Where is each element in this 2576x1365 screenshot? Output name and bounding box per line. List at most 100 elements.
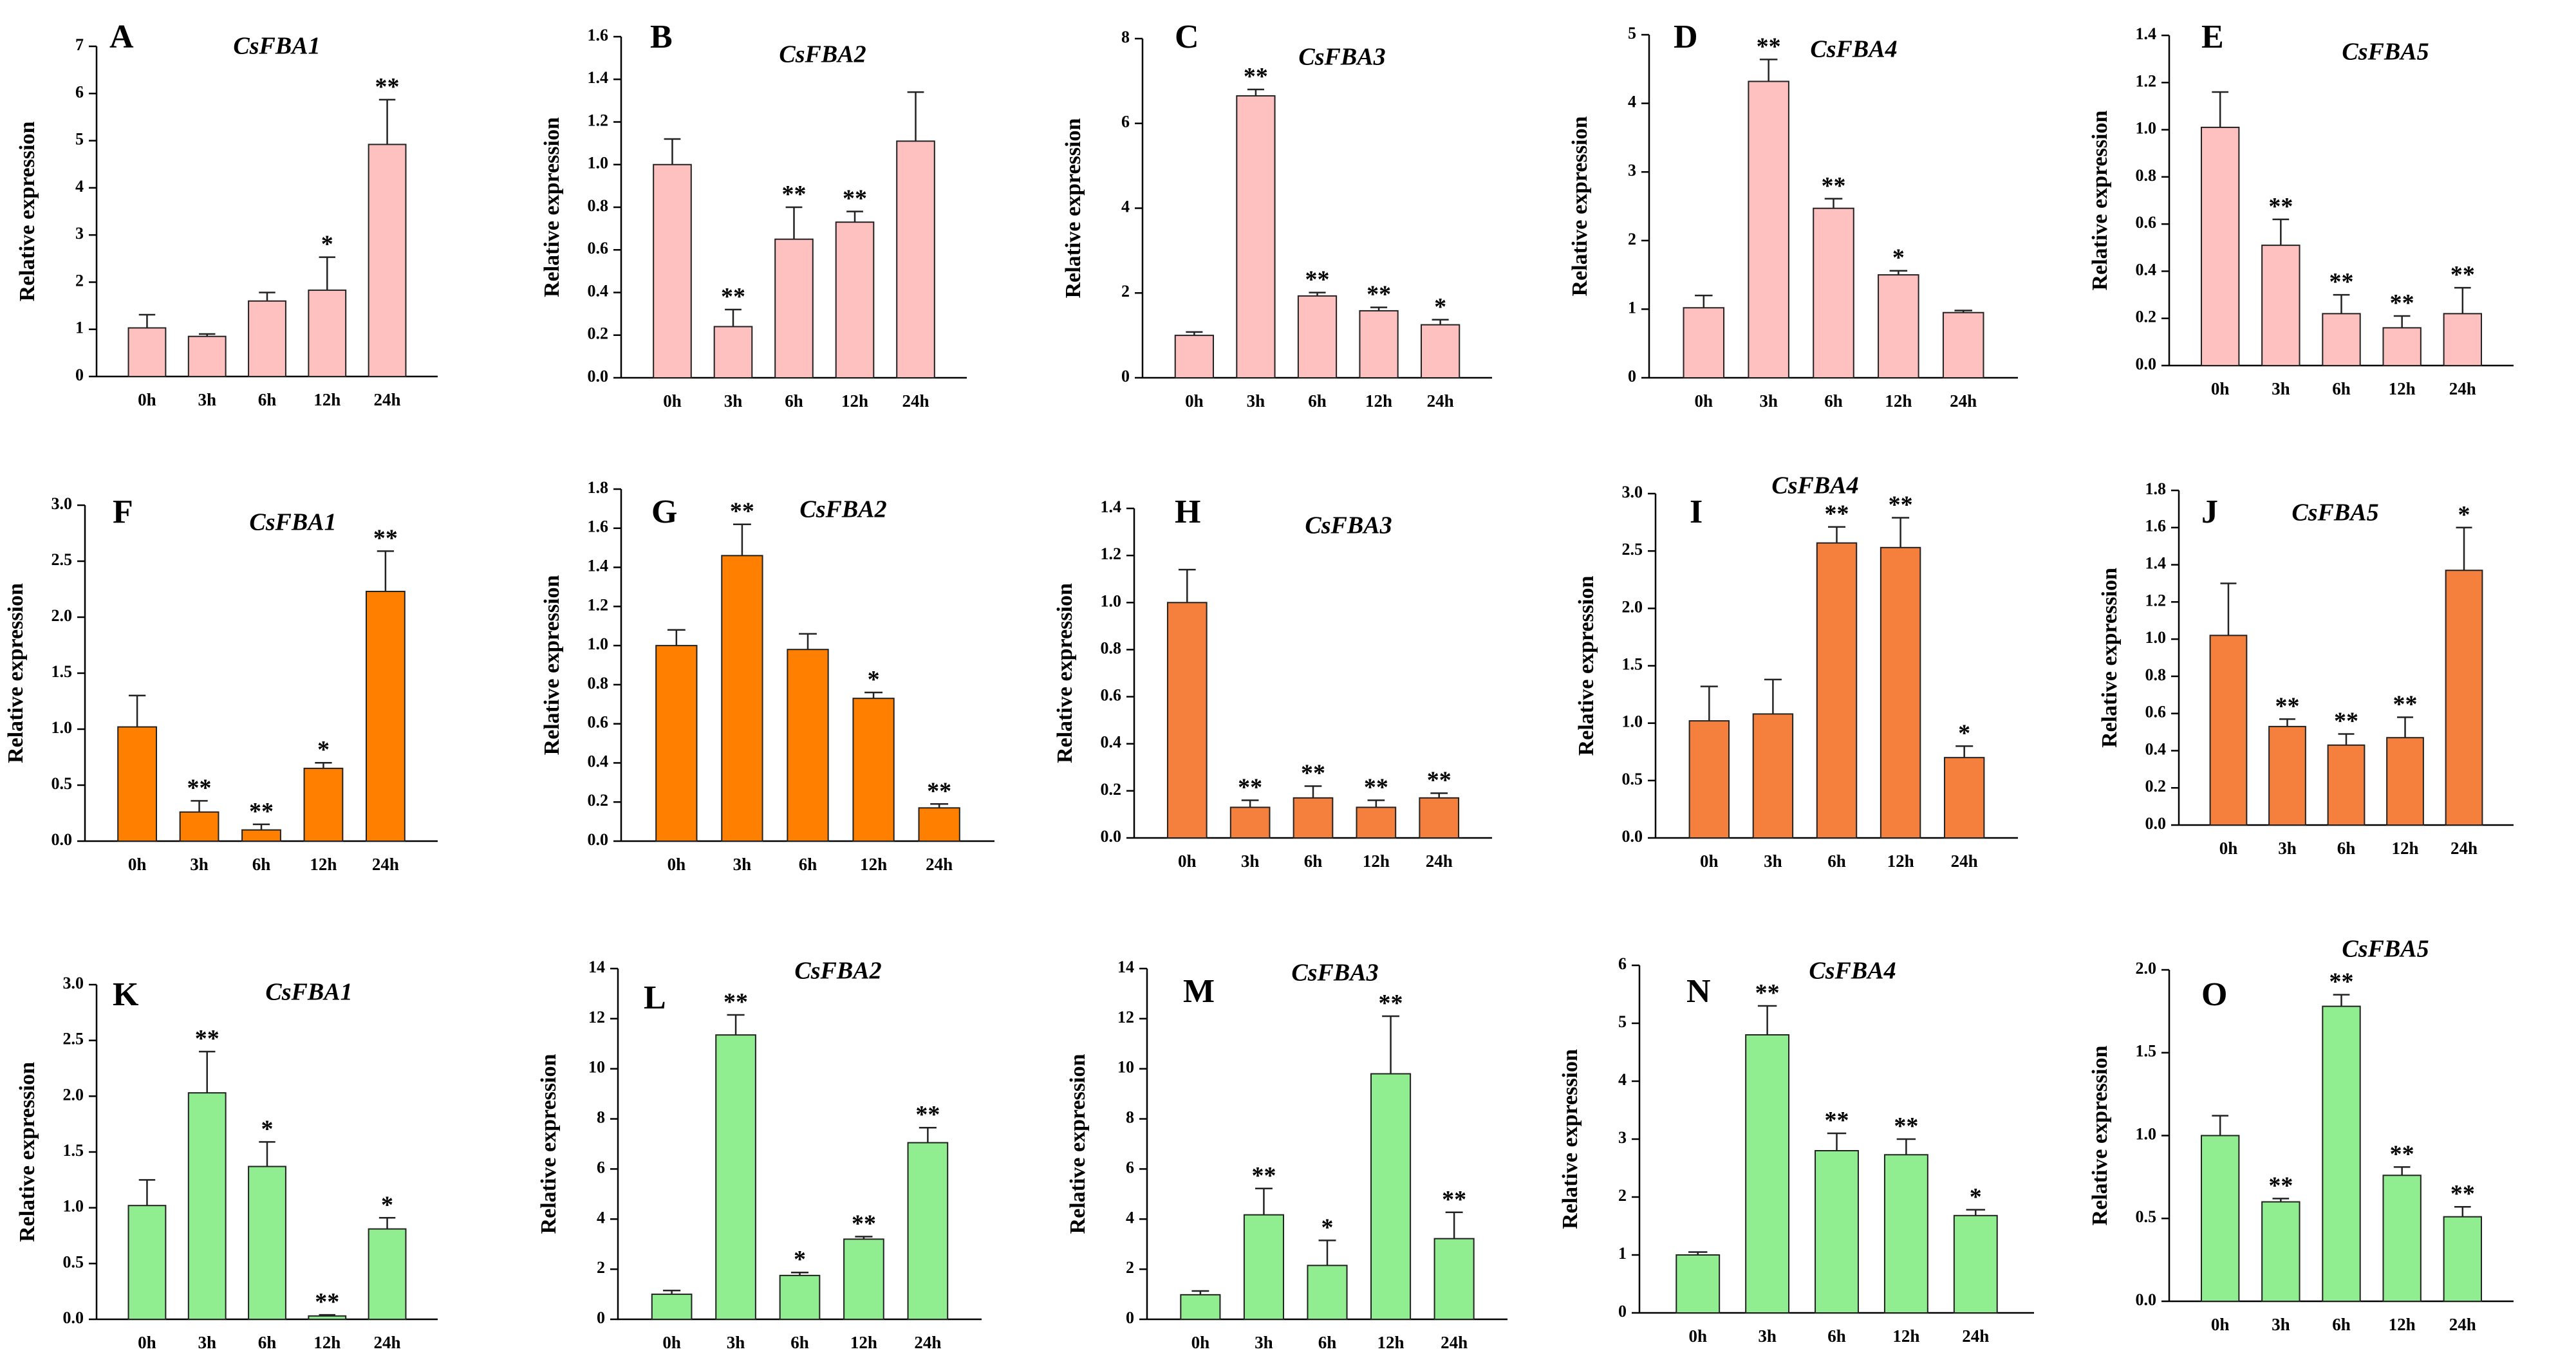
bar-0h (1180, 1294, 1221, 1320)
bar-6h (1813, 207, 1854, 378)
y-tick-label: 0.6 (2145, 703, 2167, 721)
bar-6h (779, 1274, 821, 1320)
x-tick-label: 3h (1247, 391, 1265, 411)
panel-title: CsFBA2 (799, 496, 886, 523)
significance-marker: ** (1244, 63, 1268, 90)
panel-title: CsFBA4 (1810, 36, 1897, 63)
x-tick-label: 12h (313, 1333, 341, 1352)
panel-g: G CsFBA2 Relative expression 0.0 0.2 0.4 0.6 0.… (540, 478, 994, 874)
x-tick-label: 0h (663, 391, 682, 411)
panel-letter: E (2201, 19, 2224, 55)
significance-marker: ** (843, 185, 867, 212)
bar-12h (308, 1315, 347, 1321)
y-tick-label: 1.2 (588, 595, 609, 614)
x-tick-label: 3h (1241, 851, 1260, 871)
x-tick-label: 0h (1191, 1333, 1210, 1352)
bar-24h (1953, 1214, 1998, 1314)
x-tick-label: 12h (1892, 1326, 1919, 1346)
bar-12h (1878, 274, 1919, 378)
y-tick-label: 0.0 (588, 830, 609, 849)
y-tick-label: 2.0 (2136, 959, 2157, 978)
y-tick-label: 0.8 (1101, 638, 1122, 657)
x-tick-label: 12h (1885, 391, 1912, 411)
significance-marker: ** (2329, 969, 2354, 996)
y-tick-label: 0.2 (1101, 780, 1122, 799)
y-tick-label: 1 (1618, 1244, 1627, 1263)
y-tick-label: 0.8 (588, 196, 609, 215)
significance-marker: ** (1379, 990, 1403, 1017)
x-tick-label: 24h (374, 390, 401, 409)
y-axis-label: Relative expression (1574, 575, 1598, 756)
significance-marker: ** (373, 525, 398, 552)
panel-c: C CsFBA3 Relative expression 0 2 4 6 8 0h ** 3h ** 6… (1061, 19, 1492, 411)
y-tick-label: 1.4 (2145, 554, 2167, 573)
x-tick-label: 12h (1887, 851, 1914, 871)
x-tick-label: 3h (724, 391, 743, 411)
bar-12h (2386, 737, 2424, 826)
significance-marker: * (261, 1115, 274, 1142)
bar-3h (2261, 245, 2301, 366)
y-tick-label: 0.0 (2136, 1290, 2157, 1309)
bar-6h (774, 238, 814, 378)
y-tick-label: 0.2 (2136, 308, 2157, 326)
bar-0h (2200, 126, 2240, 367)
bar-0h (655, 645, 698, 842)
y-tick-label: 12 (588, 1008, 605, 1026)
panel-title: CsFBA5 (2342, 936, 2429, 963)
y-tick-label: 1.2 (2145, 591, 2167, 609)
y-tick-label: 0 (1618, 1302, 1627, 1321)
y-tick-label: 3 (1628, 161, 1636, 180)
bar-12h (1370, 1073, 1412, 1320)
y-tick-label: 2 (1618, 1186, 1627, 1205)
significance-marker: ** (1251, 1162, 1276, 1189)
bar-12h (1356, 806, 1397, 839)
y-tick-label: 1.4 (2136, 24, 2157, 43)
y-tick-label: 1.0 (2145, 628, 2167, 647)
bar-0h (653, 163, 692, 378)
bar-3h (2268, 725, 2306, 826)
significance-marker: ** (1301, 760, 1325, 787)
bar-12h (852, 698, 895, 842)
x-tick-label: 3h (1764, 851, 1782, 871)
panel-letter: N (1686, 973, 1711, 1010)
bar-24h (918, 807, 960, 842)
significance-marker: ** (1367, 281, 1391, 308)
x-tick-label: 3h (727, 1333, 745, 1352)
y-axis-label: Relative expression (4, 583, 28, 763)
significance-marker: * (868, 666, 880, 693)
y-tick-label: 8 (1121, 28, 1130, 46)
y-tick-label: 1.8 (588, 478, 609, 497)
y-tick-label: 5 (1628, 24, 1636, 42)
x-tick-label: 6h (2337, 839, 2356, 858)
bar-3h (713, 326, 753, 378)
x-tick-label: 3h (733, 855, 752, 874)
panel-title: CsFBA2 (794, 958, 881, 985)
x-tick-label: 0h (128, 855, 147, 874)
y-tick-label: 6 (1618, 954, 1627, 973)
panel-title: CsFBA3 (1291, 960, 1378, 987)
panel-o: O CsFBA5 Relative expression 0.0 0.5 1.0 1.5 2.… (2088, 936, 2514, 1334)
x-tick-label: 6h (1827, 851, 1846, 871)
bar-12h (2382, 327, 2422, 366)
panel-title: CsFBA2 (779, 41, 866, 68)
significance-marker: * (1321, 1214, 1334, 1241)
y-tick-label: 1.4 (1101, 497, 1122, 516)
y-tick-label: 4 (597, 1208, 605, 1227)
panel-letter: M (1183, 973, 1215, 1010)
y-tick-label: 1.0 (588, 635, 609, 653)
y-tick-label: 6 (75, 82, 84, 101)
panel-letter: F (113, 494, 133, 530)
y-tick-label: 0 (1126, 1308, 1134, 1327)
y-tick-label: 3 (1618, 1128, 1627, 1147)
significance-marker: ** (1755, 980, 1780, 1007)
x-tick-label: 24h (2450, 839, 2478, 858)
y-axis-label: Relative expression (2088, 110, 2112, 290)
y-tick-label: 1.0 (1622, 712, 1643, 731)
bar-3h (715, 1034, 756, 1321)
bar-0h (1683, 307, 1725, 379)
x-tick-label: 3h (2272, 379, 2290, 398)
y-tick-label: 8 (597, 1108, 605, 1127)
y-tick-label: 0.4 (588, 752, 609, 770)
y-tick-label: 4 (1618, 1070, 1627, 1089)
